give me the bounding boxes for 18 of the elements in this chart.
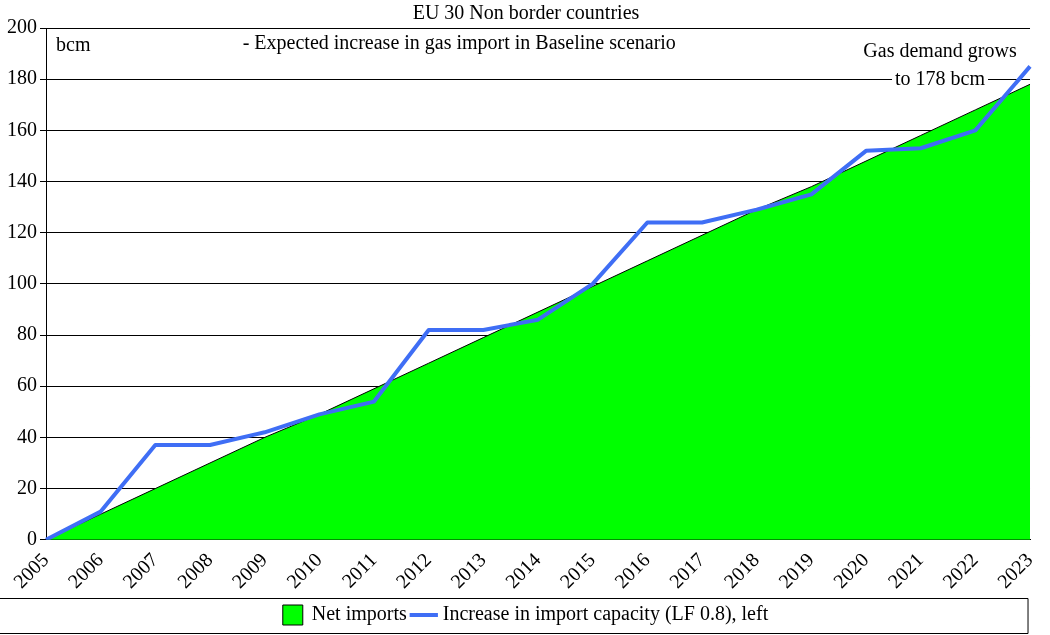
y-axis-title: bcm <box>56 33 91 56</box>
annotation: Gas demand grows to 178 bcm <box>863 39 1017 90</box>
y-tick-label: 0 <box>27 527 37 549</box>
x-tick-label: 2011 <box>337 548 381 592</box>
chart-subtitle: - Expected increase in gas import in Baseline scenario <box>242 31 676 55</box>
y-tick-label: 200 <box>7 15 37 38</box>
legend-label: Increase in import capacity (LF 0.8), left <box>442 602 769 626</box>
y-tick-label: 120 <box>7 219 37 242</box>
y-tick-label: 140 <box>7 168 37 191</box>
y-tick-label: 100 <box>7 271 37 294</box>
y-tick-label: 40 <box>17 424 37 447</box>
legend-label: Net imports <box>311 602 407 626</box>
y-tick-label: 20 <box>17 475 37 498</box>
y-tick-label: 180 <box>7 66 37 89</box>
chart-title: EU 30 Non border countries <box>412 1 640 24</box>
y-tick-label: 80 <box>17 322 37 345</box>
y-tick-label: 160 <box>7 117 37 140</box>
y-tick-label: 60 <box>17 373 37 396</box>
